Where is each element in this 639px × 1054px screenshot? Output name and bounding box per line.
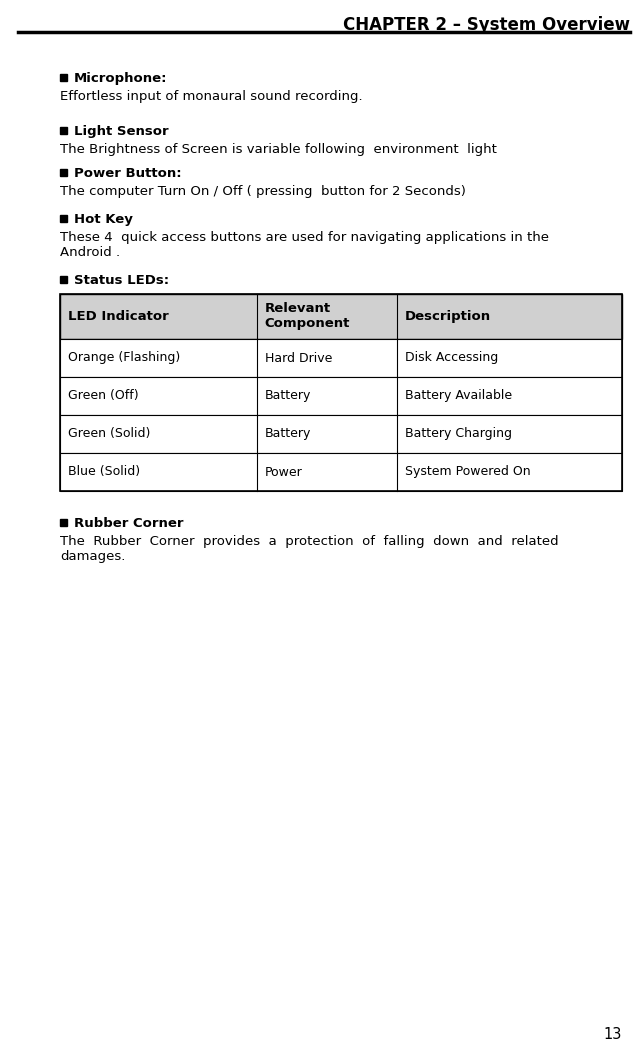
Bar — [60, 126, 67, 134]
Bar — [60, 377, 622, 415]
Text: 13: 13 — [604, 1027, 622, 1042]
Text: Battery Charging: Battery Charging — [405, 428, 512, 441]
Bar — [60, 294, 622, 339]
Text: Description: Description — [405, 310, 491, 323]
Bar — [60, 453, 622, 491]
Text: Effortless input of monaural sound recording.: Effortless input of monaural sound recor… — [60, 90, 362, 103]
Bar — [60, 294, 622, 491]
Bar — [60, 519, 67, 526]
Text: Orange (Flashing): Orange (Flashing) — [68, 351, 180, 365]
Bar — [60, 339, 622, 377]
Bar — [60, 276, 67, 284]
Bar — [60, 415, 622, 453]
Bar — [60, 215, 67, 222]
Text: Status LEDs:: Status LEDs: — [74, 274, 169, 287]
Text: Hard Drive: Hard Drive — [265, 351, 332, 365]
Bar — [60, 169, 67, 176]
Bar — [60, 74, 67, 81]
Text: The  Rubber  Corner  provides  a  protection  of  falling  down  and  related: The Rubber Corner provides a protection … — [60, 535, 558, 548]
Text: Disk Accessing: Disk Accessing — [405, 351, 498, 365]
Text: These 4  quick access buttons are used for navigating applications in the: These 4 quick access buttons are used fo… — [60, 231, 549, 243]
Text: System Powered On: System Powered On — [405, 466, 531, 479]
Text: Battery: Battery — [265, 390, 311, 403]
Text: Power: Power — [265, 466, 302, 479]
Text: Microphone:: Microphone: — [74, 72, 167, 85]
Text: damages.: damages. — [60, 550, 125, 563]
Text: Rubber Corner: Rubber Corner — [74, 518, 183, 530]
Text: Relevant
Component: Relevant Component — [265, 302, 350, 331]
Text: CHAPTER 2 – System Overview: CHAPTER 2 – System Overview — [343, 16, 630, 34]
Text: Hot Key: Hot Key — [74, 213, 133, 226]
Text: Blue (Solid): Blue (Solid) — [68, 466, 140, 479]
Text: Light Sensor: Light Sensor — [74, 125, 169, 138]
Text: Android .: Android . — [60, 246, 120, 259]
Text: The computer Turn On / Off ( pressing  button for 2 Seconds): The computer Turn On / Off ( pressing bu… — [60, 186, 466, 198]
Text: Battery Available: Battery Available — [405, 390, 512, 403]
Text: The Brightness of Screen is variable following  environment  light: The Brightness of Screen is variable fol… — [60, 143, 497, 156]
Text: LED Indicator: LED Indicator — [68, 310, 169, 323]
Text: Power Button:: Power Button: — [74, 167, 181, 180]
Text: Battery: Battery — [265, 428, 311, 441]
Text: Green (Off): Green (Off) — [68, 390, 139, 403]
Text: Green (Solid): Green (Solid) — [68, 428, 150, 441]
